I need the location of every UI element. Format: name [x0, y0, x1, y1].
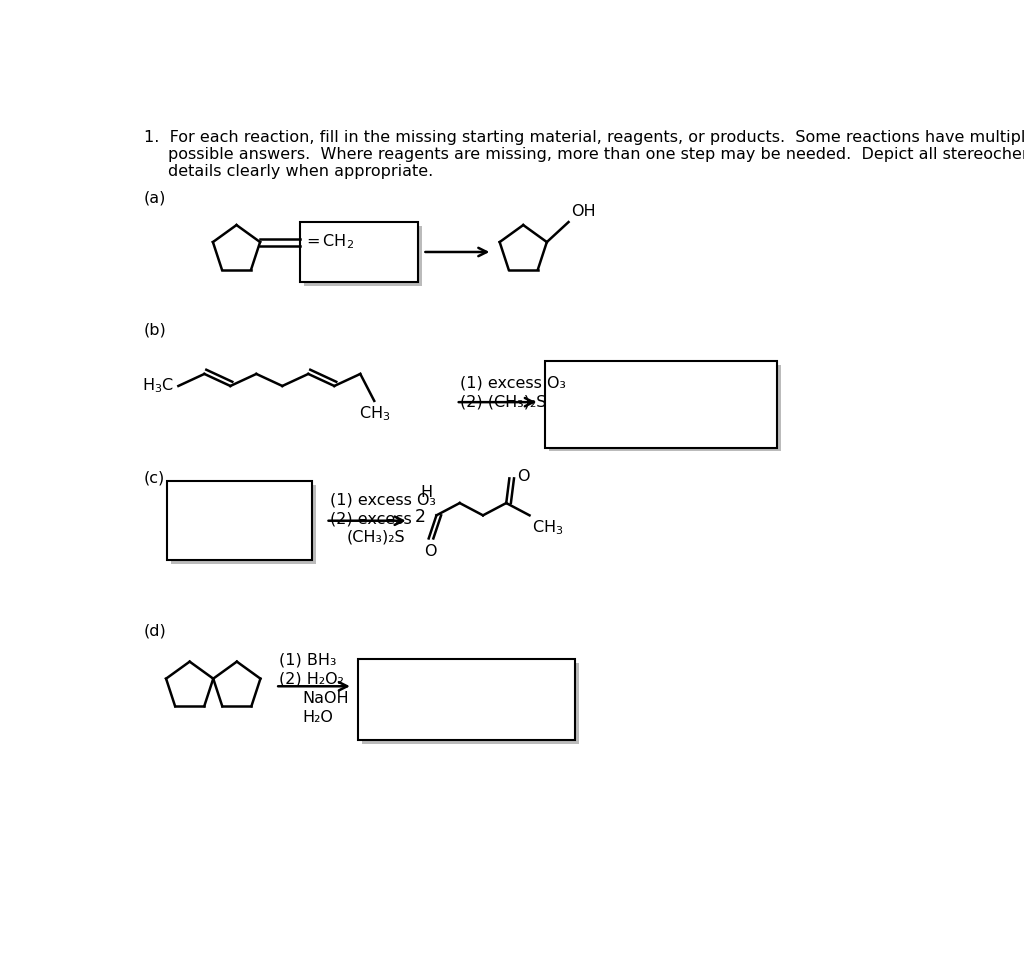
Text: $\mathregular{CH_3}$: $\mathregular{CH_3}$ [531, 519, 563, 537]
Text: $\mathregular{=CH_2}$: $\mathregular{=CH_2}$ [303, 233, 353, 251]
Text: OH: OH [570, 204, 596, 219]
Text: O: O [424, 544, 436, 559]
Text: (1) excess O₃: (1) excess O₃ [460, 375, 565, 390]
Text: $\mathregular{CH_3}$: $\mathregular{CH_3}$ [358, 404, 390, 423]
Text: details clearly when appropriate.: details clearly when appropriate. [168, 164, 433, 179]
Text: NaOH: NaOH [302, 691, 349, 706]
Text: (2) H₂O₂: (2) H₂O₂ [280, 671, 344, 687]
Text: $\mathregular{H_3C}$: $\mathregular{H_3C}$ [142, 376, 174, 396]
Text: (c): (c) [143, 471, 165, 486]
Text: (2) (CH₃)₂S: (2) (CH₃)₂S [460, 395, 546, 409]
Bar [304, 226, 422, 286]
Text: (b): (b) [143, 322, 166, 338]
Bar [362, 663, 579, 744]
Bar [549, 365, 781, 451]
Text: (d): (d) [143, 623, 166, 638]
Bar [358, 659, 575, 741]
Text: (a): (a) [143, 191, 166, 205]
Text: H₂O: H₂O [302, 710, 333, 725]
Text: possible answers.  Where reagents are missing, more than one step may be needed.: possible answers. Where reagents are mis… [168, 148, 1024, 162]
Text: (CH₃)₂S: (CH₃)₂S [346, 530, 406, 544]
Bar [171, 486, 316, 564]
Text: 1.  For each reaction, fill in the missing starting material, reagents, or produ: 1. For each reaction, fill in the missin… [143, 130, 1024, 146]
Text: (1) excess O₃: (1) excess O₃ [330, 492, 435, 507]
Text: (2) excess: (2) excess [330, 512, 412, 527]
Text: H: H [421, 485, 432, 500]
Text: O: O [517, 469, 529, 485]
Bar [167, 482, 312, 560]
Bar [300, 222, 418, 282]
Text: 2: 2 [415, 508, 426, 526]
Text: (1) BH₃: (1) BH₃ [280, 653, 337, 667]
Bar [545, 361, 777, 447]
